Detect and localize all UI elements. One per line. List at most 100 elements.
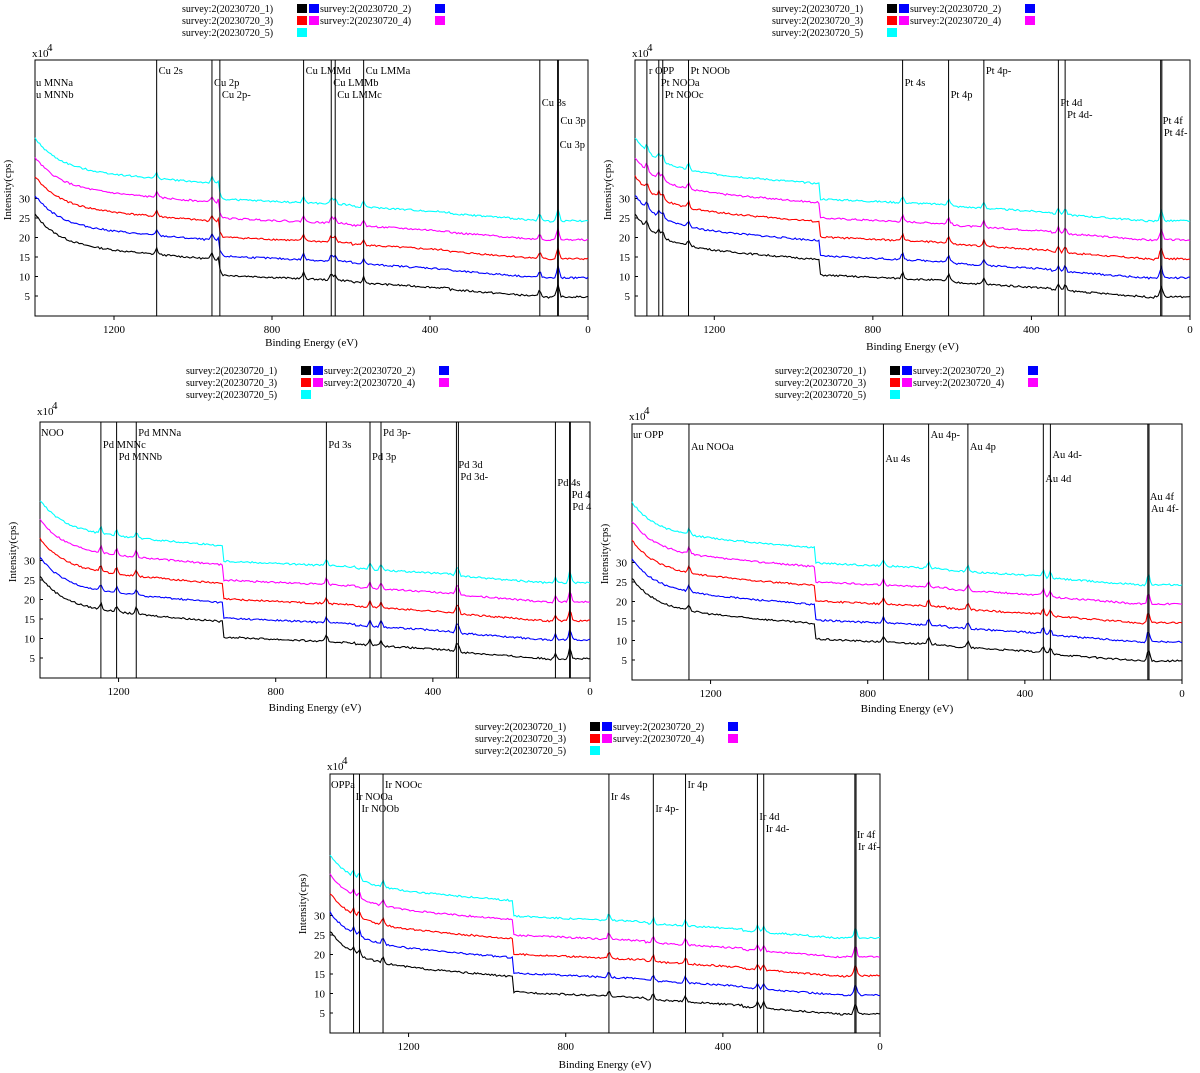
panel-pt: survey:2(20230720_1) survey:2(20230720_2)… xyxy=(602,4,1193,353)
y-tick-label: 30 xyxy=(19,194,31,206)
legend-label: survey:2(20230720_2) xyxy=(910,4,1001,15)
legend-swatch xyxy=(899,4,909,13)
legend-label: survey:2(20230720_2) xyxy=(913,366,1004,377)
legend-swatch xyxy=(590,734,600,743)
spectrum-line xyxy=(34,137,589,223)
peak-label: Pd MNNc xyxy=(103,440,146,451)
x-tick-label: 400 xyxy=(422,324,439,336)
spectrum-line xyxy=(329,911,881,997)
legend-label: survey:2(20230720_3) xyxy=(182,16,273,27)
spectrum-line xyxy=(39,518,591,604)
panel-cu: survey:2(20230720_1) survey:2(20230720_2)… xyxy=(2,4,591,349)
legend-swatch xyxy=(297,4,307,13)
peak-label: Pd 4 xyxy=(572,490,592,501)
y-tick-label: 10 xyxy=(19,272,31,284)
peak-label: Pt 4s xyxy=(905,78,926,89)
legend-swatch xyxy=(301,366,311,375)
legend-swatch xyxy=(301,378,311,387)
y-tick-label: 15 xyxy=(19,252,31,264)
y-tick-label: 25 xyxy=(619,213,631,225)
legend-swatch xyxy=(728,722,738,731)
spectrum-line xyxy=(329,893,881,978)
peak-label: ur OPP xyxy=(633,430,664,441)
plot-frame xyxy=(39,421,591,679)
spectrum-line xyxy=(34,176,589,261)
legend-label: survey:2(20230720_1) xyxy=(186,366,277,377)
y-tick-label: 25 xyxy=(616,577,628,589)
peak-label: Pt 4f- xyxy=(1164,128,1188,139)
spectrum-line xyxy=(39,556,591,642)
legend-swatch xyxy=(309,16,319,25)
legend-label: survey:2(20230720_2) xyxy=(324,366,415,377)
x-tick-label: 800 xyxy=(859,688,876,700)
legend-swatch xyxy=(309,4,319,13)
x-tick-label: 1200 xyxy=(103,324,126,336)
legend-label: survey:2(20230720_3) xyxy=(186,378,277,389)
peak-label: Cu 2p- xyxy=(222,90,251,101)
y-tick-label: 5 xyxy=(622,655,628,667)
panel-au: survey:2(20230720_1) survey:2(20230720_2)… xyxy=(599,366,1185,715)
peak-label: Ir 4f xyxy=(857,830,876,841)
peak-label: Au 4f- xyxy=(1151,504,1179,515)
y-tick-label: 15 xyxy=(616,616,628,628)
legend-label: survey:2(20230720_3) xyxy=(475,734,566,745)
legend-label: survey:2(20230720_5) xyxy=(186,390,277,401)
y-multiplier: x10 xyxy=(327,761,344,773)
spectrum-line xyxy=(329,854,880,940)
x-axis-label: Binding Energy (eV) xyxy=(861,703,954,715)
y-tick-label: 25 xyxy=(314,930,326,942)
legend-swatch xyxy=(902,378,912,387)
peak-label: Cu LMMd xyxy=(306,66,352,77)
y-tick-label: 10 xyxy=(619,272,631,284)
x-tick-label: 400 xyxy=(1023,324,1040,336)
x-axis-label: Binding Energy (eV) xyxy=(866,341,959,353)
y-multiplier: x10 xyxy=(32,48,49,60)
legend: survey:2(20230720_1) survey:2(20230720_2)… xyxy=(186,366,449,401)
legend-swatch xyxy=(602,722,612,731)
legend-swatch xyxy=(590,746,600,755)
legend: survey:2(20230720_1) survey:2(20230720_2)… xyxy=(775,366,1038,401)
y-tick-label: 20 xyxy=(619,233,631,245)
y-tick-label: 30 xyxy=(24,556,36,568)
peak-label: Au 4p- xyxy=(931,430,961,441)
legend-swatch xyxy=(728,734,738,743)
legend: survey:2(20230720_1) survey:2(20230720_2)… xyxy=(475,722,738,757)
y-tick-label: 30 xyxy=(619,194,631,206)
y-tick-label: 10 xyxy=(314,989,326,1001)
y-multiplier: x10 xyxy=(37,406,54,418)
legend-label: survey:2(20230720_4) xyxy=(613,734,704,745)
legend-swatch xyxy=(439,378,449,387)
legend-swatch xyxy=(602,734,612,743)
x-tick-label: 400 xyxy=(1017,688,1034,700)
peak-label: Cu 2s xyxy=(159,66,183,77)
spectrum-line xyxy=(34,195,589,280)
y-exponent: 4 xyxy=(47,42,53,54)
peak-label: Cu 3p xyxy=(560,140,585,151)
spectrum-line xyxy=(631,501,1183,587)
y-tick-label: 20 xyxy=(19,233,31,245)
y-exponent: 4 xyxy=(342,755,348,767)
peak-label: Pt 4d- xyxy=(1067,110,1093,121)
x-axis-label: Binding Energy (eV) xyxy=(265,337,358,349)
peak-label: Ir NOOa xyxy=(356,792,393,803)
peak-label: Pd 3p xyxy=(372,452,396,463)
legend-label: survey:2(20230720_5) xyxy=(182,28,273,39)
x-tick-label: 800 xyxy=(267,686,284,698)
legend-swatch xyxy=(435,16,445,25)
legend-label: survey:2(20230720_5) xyxy=(772,28,863,39)
spectrum-line xyxy=(39,537,591,623)
spectrum-line xyxy=(634,137,1191,223)
legend-swatch xyxy=(301,390,311,399)
y-tick-label: 15 xyxy=(619,252,631,264)
spectrum-line xyxy=(631,578,1183,663)
x-tick-label: 400 xyxy=(425,686,442,698)
peak-label: OPPa xyxy=(331,780,355,791)
legend-swatch xyxy=(899,16,909,25)
peak-label: Pd 4s xyxy=(557,478,580,489)
y-exponent: 4 xyxy=(52,400,58,412)
peak-label: Au 4d xyxy=(1045,474,1072,485)
peak-label: r OPP xyxy=(649,66,675,77)
plot-frame xyxy=(631,423,1183,681)
legend-swatch xyxy=(902,366,912,375)
y-tick-label: 15 xyxy=(24,614,36,626)
